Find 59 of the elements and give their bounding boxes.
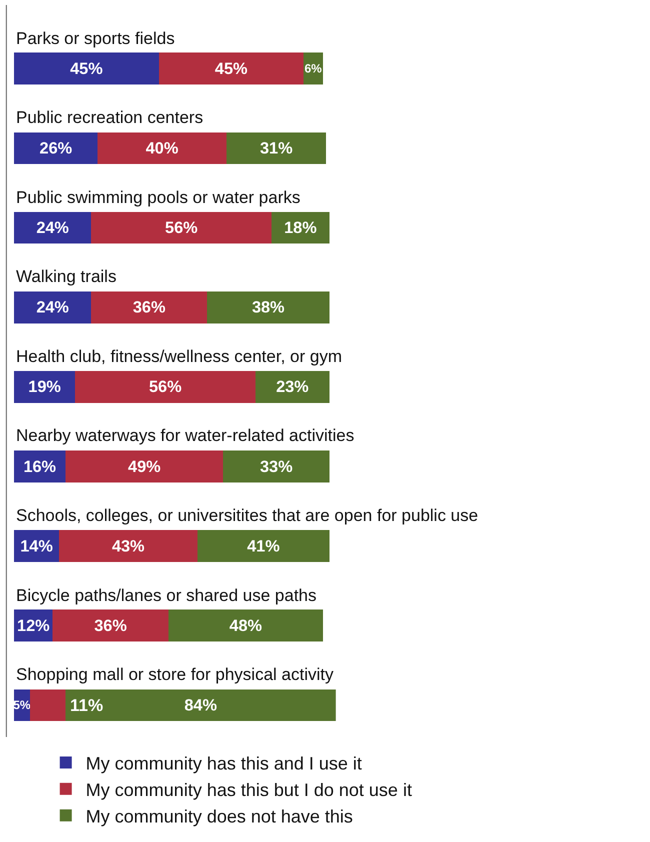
- data-label: 45%: [214, 60, 248, 78]
- data-label: 38%: [252, 298, 286, 317]
- bar: [14, 212, 92, 244]
- data-label: 24%: [36, 219, 70, 238]
- data-label: 36%: [94, 616, 128, 635]
- bar: [75, 371, 256, 403]
- bar: [14, 291, 92, 324]
- data-label: 56%: [165, 219, 198, 238]
- data-label: 26%: [40, 139, 73, 158]
- y-tick-label: Walking trails: [16, 267, 116, 286]
- bar: [14, 52, 159, 85]
- data-label: 49%: [128, 458, 162, 476]
- y-tick-label: Shopping mall or store for physical activity: [16, 665, 334, 684]
- data-label: 84%: [184, 696, 218, 714]
- data-label: 16%: [23, 458, 57, 476]
- data-label: 56%: [148, 378, 182, 396]
- data-label: 48%: [229, 616, 263, 635]
- bar: [30, 689, 66, 722]
- legend-label: My community has this but I do not use it: [86, 780, 412, 800]
- data-label: 40%: [146, 139, 179, 158]
- bar: [65, 450, 224, 482]
- bar: [207, 291, 330, 324]
- bar: [98, 132, 226, 164]
- y-tick-label: Parks or sports fields: [16, 29, 175, 48]
- data-label: 45%: [70, 60, 104, 78]
- data-label: 43%: [112, 537, 146, 556]
- bar: [168, 610, 323, 642]
- y-tick-label: Schools, colleges, or universitites that are open for public use: [16, 506, 478, 525]
- legend-label: My community has this and I use it: [86, 754, 362, 774]
- data-label: 36%: [132, 298, 166, 317]
- bar: [226, 132, 326, 164]
- data-label: 6%: [304, 62, 322, 76]
- bar: [91, 212, 272, 244]
- legend-label: My community does not have this: [86, 806, 353, 826]
- data-label: 12%: [17, 616, 50, 635]
- y-tick-label: Bicycle paths/lanes or shared use paths: [16, 586, 317, 605]
- data-label: 11%: [70, 696, 104, 715]
- y-tick-label: Nearby waterways for water-related activities: [16, 426, 354, 445]
- y-tick-label: Public recreation centers: [16, 108, 204, 127]
- bar: [14, 132, 98, 164]
- bar: [59, 530, 198, 562]
- data-label: 5%: [13, 698, 31, 712]
- data-label: 33%: [260, 458, 294, 476]
- bar: [158, 52, 304, 85]
- bar: [255, 371, 330, 403]
- data-label: 18%: [284, 219, 318, 238]
- data-label: 31%: [260, 139, 294, 158]
- data-label: 24%: [36, 298, 70, 317]
- y-tick-label: Public swimming pools or water parks: [16, 188, 300, 207]
- bar: [197, 530, 330, 562]
- data-label: 23%: [276, 378, 310, 396]
- bar: [65, 689, 336, 722]
- data-label: 19%: [28, 378, 62, 396]
- bar: [91, 291, 208, 324]
- y-tick-label: Health club, fitness/wellness center, or gym: [16, 347, 342, 366]
- bar: [52, 610, 168, 642]
- data-label: 41%: [247, 537, 280, 556]
- data-label: 14%: [20, 537, 54, 556]
- bar: [223, 450, 330, 482]
